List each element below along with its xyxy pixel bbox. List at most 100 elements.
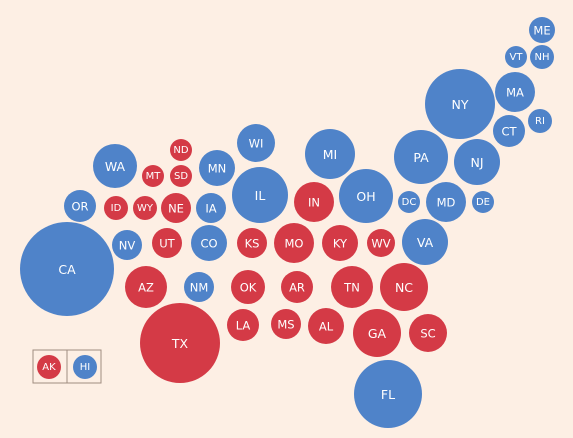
- state-nj: NJ: [454, 139, 500, 185]
- state-label-de: DE: [476, 197, 490, 208]
- state-bubble-al: [308, 308, 344, 344]
- state-bubble-ga: [353, 309, 401, 357]
- state-bubble-ma: [495, 72, 535, 112]
- state-hi: HI: [73, 355, 97, 379]
- state-va: VA: [402, 219, 448, 265]
- state-label-hi: HI: [80, 362, 90, 373]
- state-label-nc: NC: [395, 280, 413, 295]
- state-bubble-ct: [493, 115, 525, 147]
- state-bubble-vt: [505, 46, 527, 68]
- state-label-ri: RI: [535, 116, 545, 127]
- state-dc: DC: [398, 191, 420, 213]
- state-bubble-pa: [394, 130, 448, 184]
- state-ca: CA: [20, 222, 114, 316]
- state-label-me: ME: [533, 24, 550, 38]
- state-label-tn: TN: [343, 281, 360, 295]
- state-bubble-dc: [398, 191, 420, 213]
- state-ny: NY: [425, 69, 495, 139]
- state-nv: NV: [112, 230, 142, 260]
- state-bubble-tn: [331, 266, 373, 308]
- state-label-mn: MN: [208, 162, 227, 176]
- state-bubble-wi: [237, 124, 275, 162]
- state-nc: NC: [380, 263, 428, 311]
- state-sc: SC: [409, 314, 447, 352]
- state-bubble-fl: [354, 360, 422, 428]
- state-ms: MS: [271, 309, 301, 339]
- state-label-nd: ND: [173, 145, 188, 156]
- state-label-oh: OH: [356, 189, 375, 204]
- state-ar: AR: [281, 271, 313, 303]
- state-mn: MN: [199, 150, 235, 186]
- state-wv: WV: [367, 229, 395, 257]
- state-label-co: CO: [200, 237, 217, 251]
- state-label-mt: MT: [146, 171, 162, 182]
- state-bubble-nv: [112, 230, 142, 260]
- state-bubble-ca: [20, 222, 114, 316]
- state-bubble-id: [104, 196, 128, 220]
- state-label-az: AZ: [138, 281, 154, 295]
- state-label-md: MD: [437, 196, 456, 210]
- state-wi: WI: [237, 124, 275, 162]
- state-label-ak: AK: [42, 362, 56, 373]
- state-label-nv: NV: [119, 239, 136, 253]
- state-bubble-ks: [237, 228, 267, 258]
- state-label-va: VA: [417, 235, 434, 250]
- state-mo: MO: [274, 223, 314, 263]
- state-label-nj: NJ: [470, 155, 483, 170]
- state-label-nm: NM: [190, 281, 209, 295]
- state-bubbles: ME VT NH NY MA RI CT WI MI PA NJ ND WA MT SD MN IL IN OH DC…: [20, 17, 555, 428]
- state-bubble-hi: [73, 355, 97, 379]
- state-ct: CT: [493, 115, 525, 147]
- state-bubble-nd: [170, 139, 192, 161]
- state-mt: MT: [142, 165, 164, 187]
- state-id: ID: [104, 196, 128, 220]
- state-az: AZ: [125, 266, 167, 308]
- state-label-ma: MA: [506, 86, 524, 100]
- state-label-sc: SC: [420, 327, 435, 341]
- state-bubble-mt: [142, 165, 164, 187]
- state-label-la: LA: [236, 319, 251, 333]
- state-label-ks: KS: [245, 237, 260, 251]
- state-label-sd: SD: [174, 171, 188, 182]
- state-ut: UT: [152, 228, 182, 258]
- state-bubble-sc: [409, 314, 447, 352]
- state-label-wa: WA: [105, 159, 126, 174]
- state-label-mi: MI: [323, 147, 337, 162]
- state-ga: GA: [353, 309, 401, 357]
- state-bubble-wy: [133, 196, 157, 220]
- state-label-ok: OK: [240, 281, 257, 295]
- state-bubble-nc: [380, 263, 428, 311]
- state-bubble-oh: [339, 169, 393, 223]
- state-label-nh: NH: [535, 52, 550, 63]
- state-sd: SD: [170, 165, 192, 187]
- state-bubble-nh: [530, 45, 554, 69]
- state-ia: IA: [196, 193, 226, 223]
- state-label-al: AL: [319, 320, 334, 334]
- state-bubble-il: [232, 167, 288, 223]
- state-label-ut: UT: [159, 237, 175, 251]
- state-vt: VT: [505, 46, 527, 68]
- state-label-pa: PA: [413, 150, 429, 165]
- state-fl: FL: [354, 360, 422, 428]
- state-bubble-ky: [322, 225, 358, 261]
- state-oh: OH: [339, 169, 393, 223]
- state-label-id: ID: [111, 203, 122, 214]
- state-md: MD: [426, 182, 466, 222]
- state-label-in: IN: [308, 196, 320, 210]
- state-tx: TX: [140, 303, 220, 383]
- state-ky: KY: [322, 225, 358, 261]
- state-bubble-ia: [196, 193, 226, 223]
- state-bubble-ny: [425, 69, 495, 139]
- state-ne: NE: [161, 193, 191, 223]
- inset-legend: AK HI: [32, 349, 102, 384]
- state-label-or: OR: [71, 200, 88, 214]
- state-bubble-ut: [152, 228, 182, 258]
- state-in: IN: [294, 182, 334, 222]
- state-bubble-ok: [231, 270, 265, 304]
- state-bubble-mn: [199, 150, 235, 186]
- state-label-ia: IA: [205, 202, 216, 216]
- state-bubble-wa: [93, 144, 137, 188]
- state-ak: AK: [37, 355, 61, 379]
- state-bubble-md: [426, 182, 466, 222]
